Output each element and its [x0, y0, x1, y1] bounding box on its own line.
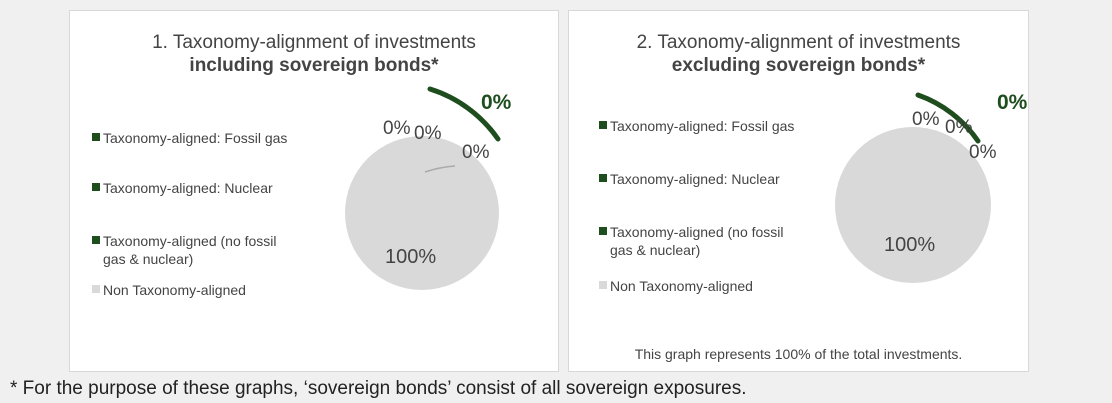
- data-label-no-fossil-gas-nuclear: 0%: [462, 142, 490, 163]
- legend-item-fossil-gas: Taxonomy-aligned: Fossil gas: [599, 117, 794, 135]
- legend-label: Taxonomy-aligned: Nuclear: [103, 180, 273, 196]
- legend-swatch: [599, 281, 607, 289]
- legend-item-non-taxonomy-aligned: Non Taxonomy-aligned: [92, 281, 246, 299]
- legend-item-no-fossil-gas-nuclear: Taxonomy-aligned (no fossil gas & nuclea…: [599, 223, 784, 259]
- legend-label: Non Taxonomy-aligned: [610, 278, 753, 294]
- chart-panel-excluding-sovereign-bonds: 2. Taxonomy-alignment of investments exc…: [568, 10, 1029, 372]
- legend-swatch: [92, 285, 100, 293]
- chart-title: 2. Taxonomy-alignment of investments exc…: [569, 31, 1028, 77]
- pie-chart: 0% 0% 0% 100% 0%: [345, 86, 512, 290]
- data-label-nuclear: 0%: [414, 123, 442, 144]
- pie-chart: 0% 0% 0% 100% 0%: [835, 91, 1028, 283]
- legend-label: gas & nuclear): [610, 242, 701, 258]
- chart-note: This graph represents 100% of the total …: [634, 346, 963, 362]
- chart-subtitle: including sovereign bonds*: [189, 55, 439, 76]
- legend-item-no-fossil-gas-nuclear: Taxonomy-aligned (no fossil gas & nuclea…: [92, 232, 277, 268]
- legend-label: Taxonomy-aligned (no fossil: [103, 233, 277, 249]
- legend-label: Taxonomy-aligned: Fossil gas: [103, 130, 288, 146]
- chart-title: 1. Taxonomy-alignment of investments inc…: [70, 31, 558, 77]
- legend-swatch: [599, 174, 607, 182]
- highlight-data-label: 0%: [481, 91, 512, 114]
- chart-title-line1: 1. Taxonomy-alignment of investments: [152, 32, 476, 53]
- legend-label: Taxonomy-aligned (no fossil: [610, 224, 784, 240]
- data-label-fossil-gas: 0%: [383, 118, 411, 139]
- legend-label: gas & nuclear): [103, 251, 194, 267]
- data-label-fossil-gas: 0%: [912, 109, 940, 130]
- highlight-arc: [427, 86, 501, 142]
- legend-item-nuclear: Taxonomy-aligned: Nuclear: [599, 170, 780, 188]
- leader-line: [424, 165, 456, 173]
- legend-label: Taxonomy-aligned: Fossil gas: [610, 118, 795, 134]
- data-label-non-taxonomy-aligned: 100%: [385, 246, 436, 268]
- data-label-no-fossil-gas-nuclear: 0%: [969, 142, 997, 163]
- legend-swatch: [92, 236, 100, 244]
- highlight-arc: [915, 92, 981, 144]
- data-label-nuclear: 0%: [945, 117, 973, 138]
- chart-subtitle: excluding sovereign bonds*: [671, 55, 926, 76]
- pie-slice-non-taxonomy-aligned: [345, 136, 499, 290]
- legend-item-non-taxonomy-aligned: Non Taxonomy-aligned: [599, 277, 753, 295]
- legend-swatch: [599, 121, 607, 129]
- legend-swatch: [92, 133, 100, 141]
- legend-swatch: [92, 183, 100, 191]
- pie-slice-non-taxonomy-aligned: [835, 127, 991, 283]
- chart-panel-including-sovereign-bonds: 1. Taxonomy-alignment of investments inc…: [69, 10, 559, 372]
- highlight-data-label: 0%: [997, 91, 1028, 114]
- data-label-non-taxonomy-aligned: 100%: [884, 234, 935, 256]
- legend-label: Taxonomy-aligned: Nuclear: [610, 171, 780, 187]
- legend-item-nuclear: Taxonomy-aligned: Nuclear: [92, 179, 273, 197]
- footnote: * For the purpose of these graphs, ‘sove…: [10, 378, 747, 399]
- chart-title-line1: 2. Taxonomy-alignment of investments: [636, 32, 961, 53]
- legend-label: Non Taxonomy-aligned: [103, 282, 246, 298]
- legend-swatch: [599, 227, 607, 235]
- legend-item-fossil-gas: Taxonomy-aligned: Fossil gas: [92, 129, 287, 147]
